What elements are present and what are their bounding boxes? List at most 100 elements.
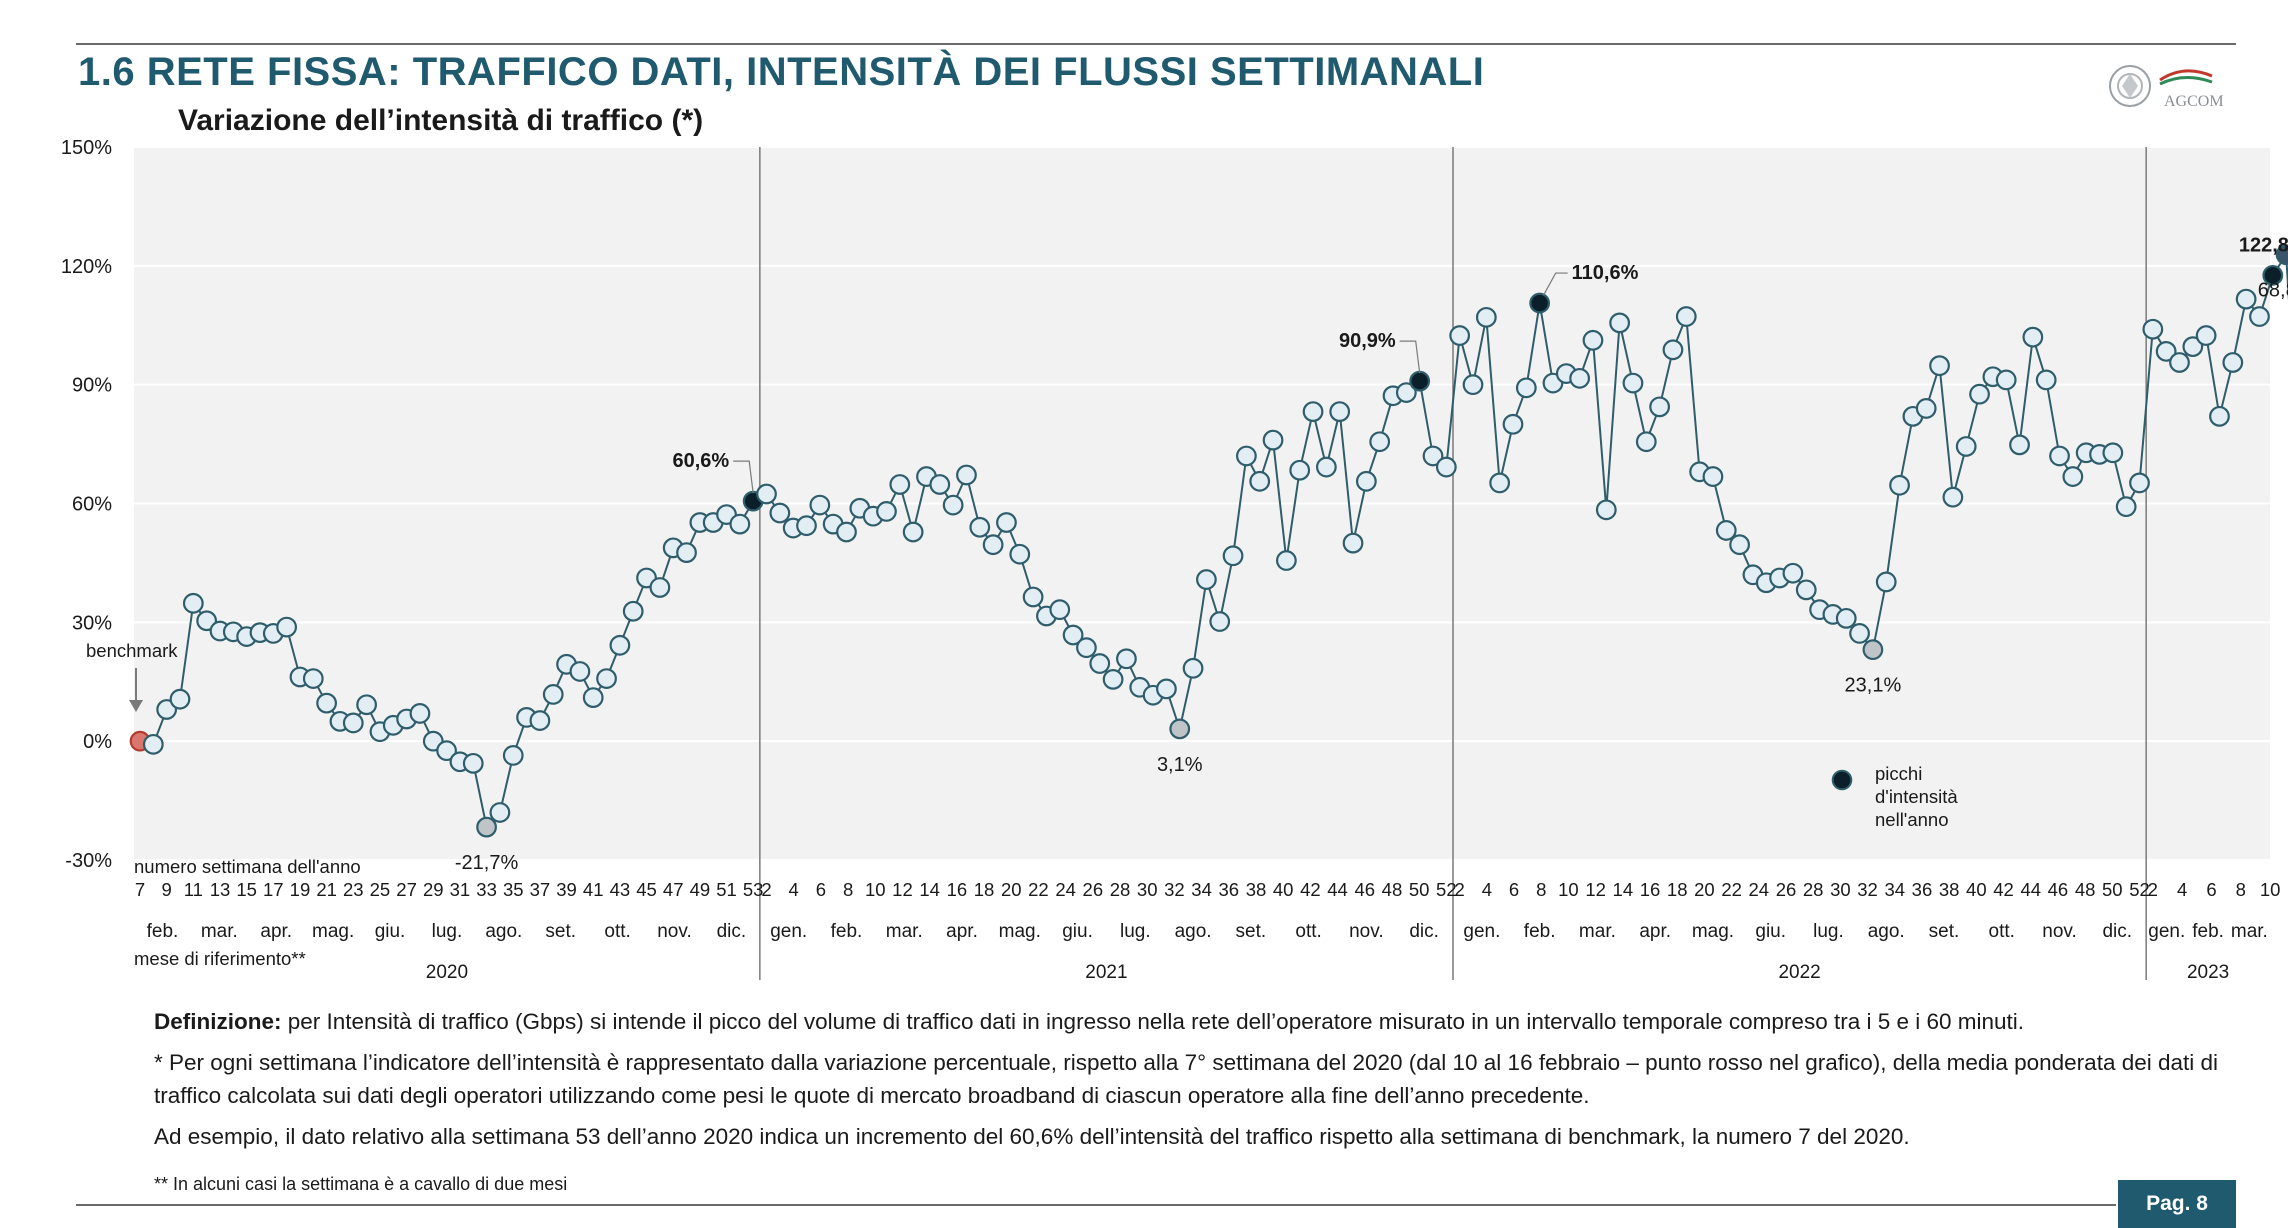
month-tick-label: dic. — [717, 921, 747, 942]
week-tick-label: 6 — [2206, 879, 2216, 900]
data-point — [676, 542, 697, 564]
data-point — [1969, 383, 1990, 405]
week-tick-label: 33 — [476, 879, 497, 900]
week-tick-label: 9 — [162, 879, 172, 900]
month-tick-label: ott. — [604, 921, 630, 942]
month-tick-label: dic. — [2102, 921, 2132, 942]
week-tick-label: 20 — [1694, 879, 1715, 900]
month-tick-label: mar. — [1579, 921, 1616, 942]
data-point — [596, 668, 617, 689]
month-tick-label: set. — [1236, 921, 1267, 942]
week-tick-label: 34 — [1191, 879, 1212, 900]
data-point — [942, 494, 964, 516]
data-point — [342, 712, 364, 734]
week-tick-label: 24 — [1055, 879, 1076, 900]
week-tick-label: 8 — [843, 879, 853, 900]
data-point — [1942, 486, 1964, 508]
data-point — [1915, 398, 1937, 419]
data-point — [1302, 401, 1324, 422]
year-label: 2023 — [2187, 962, 2229, 983]
data-point — [1622, 372, 1644, 394]
data-point — [1089, 653, 1111, 674]
data-point — [302, 668, 324, 689]
data-point — [729, 513, 751, 535]
y-tick-label: 120% — [61, 256, 112, 278]
data-point — [1222, 545, 1244, 567]
data-label: 122,8% — [2239, 234, 2288, 256]
week-tick-label: 52 — [1436, 879, 1457, 900]
data-point — [649, 577, 671, 598]
peak-point — [1409, 370, 1431, 392]
week-tick-label: 46 — [1354, 879, 1375, 900]
week-tick-label: 36 — [1219, 879, 1240, 900]
data-label: 23,1% — [1845, 675, 1902, 697]
week-tick-label: 4 — [1482, 879, 1492, 900]
month-tick-label: gen. — [770, 921, 807, 942]
data-point — [929, 474, 951, 495]
week-tick-label: 7 — [135, 879, 145, 900]
data-label: 68,8% — [2258, 280, 2288, 302]
data-point — [2049, 445, 2070, 467]
data-point — [1289, 459, 1311, 481]
data-point — [2209, 405, 2230, 427]
month-tick-label: lug. — [1813, 921, 1844, 942]
data-point — [1715, 520, 1737, 541]
data-point — [2035, 369, 2057, 391]
week-tick-label: 28 — [1803, 879, 1824, 900]
data-point — [2142, 318, 2164, 340]
week-tick-label: 13 — [210, 879, 231, 900]
week-tick-label: 26 — [1776, 879, 1797, 900]
week-tick-label: 40 — [1966, 879, 1987, 900]
legend-label: nell'anno — [1875, 809, 1949, 830]
week-tick-label: 51 — [716, 879, 737, 900]
data-point — [1329, 401, 1351, 422]
week-tick-label: 32 — [1857, 879, 1878, 900]
week-tick-label: 26 — [1083, 879, 1104, 900]
data-labels: benchmark 60,6% 90,9% 110,6% 122,8% 68,8% -21,… — [86, 234, 2288, 874]
data-point — [436, 740, 457, 762]
week-tick-label: 22 — [1721, 879, 1742, 900]
data-point — [1515, 377, 1537, 399]
y-tick-label: 0% — [83, 731, 112, 753]
y-tick-label: 30% — [72, 612, 112, 634]
data-point — [142, 733, 164, 755]
month-tick-label: feb. — [2192, 921, 2224, 942]
legend-label: picchi — [1875, 763, 1922, 784]
week-tick-label: 11 — [184, 879, 203, 900]
week-tick-label: 49 — [690, 879, 711, 900]
data-point — [609, 634, 631, 656]
data-point — [1955, 436, 1977, 457]
week-tick-label: 16 — [1640, 879, 1661, 900]
data-point — [809, 494, 831, 516]
data-point — [1675, 306, 1697, 327]
week-tick-label: 35 — [503, 879, 524, 900]
month-tick-label: gen. — [1463, 921, 1500, 942]
week-tick-label: 10 — [1558, 879, 1579, 900]
week-tick-label: 12 — [1585, 879, 1606, 900]
week-tick-label: 24 — [1749, 879, 1770, 900]
data-point — [542, 684, 564, 705]
data-point — [409, 703, 431, 724]
data-point — [1049, 599, 1071, 621]
month-tick-label: nov. — [1349, 921, 1384, 942]
data-point — [2129, 472, 2150, 494]
agcom-logo: AGCOM — [2109, 65, 2224, 110]
data-point — [1609, 312, 1631, 334]
month-tick-label: mag. — [312, 921, 354, 942]
data-point — [529, 710, 551, 731]
week-tick-label: 18 — [1667, 879, 1688, 900]
month-tick-label: mag. — [999, 921, 1041, 942]
data-label: -21,7% — [455, 852, 519, 874]
data-point — [1449, 325, 1471, 346]
data-point — [2102, 442, 2124, 464]
benchmark-arrow-head — [129, 700, 143, 712]
page-title: 1.6 RETE FISSA: TRAFFICO DATI, INTENSITÀ… — [78, 50, 1485, 94]
data-point — [1275, 550, 1297, 571]
data-point — [1569, 367, 1591, 389]
month-tick-label: nov. — [2042, 921, 2077, 942]
trough-point — [476, 816, 497, 838]
data-point — [1422, 445, 1444, 467]
year-label: 2022 — [1778, 962, 1820, 983]
month-tick-label: apr. — [946, 921, 978, 942]
month-tick-label: mar. — [2231, 921, 2268, 942]
